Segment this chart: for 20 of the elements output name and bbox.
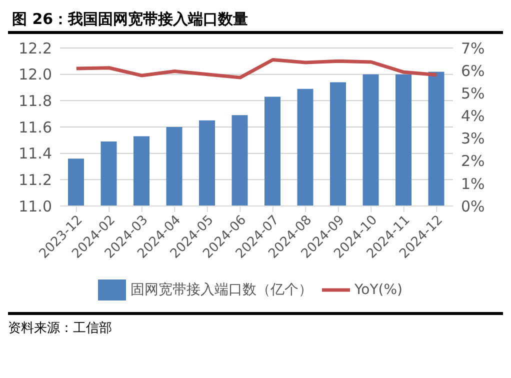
legend-label: YoY(%)	[354, 282, 403, 298]
text: 资料来源：工信部	[8, 320, 113, 337]
y-tick-label: 11.0	[18, 197, 52, 216]
y-tick-label: 12.2	[18, 39, 52, 58]
chart-title: 图 26：我国固网宽带接入端口数量	[8, 8, 503, 34]
y2-tick-label: 2%	[461, 152, 485, 170]
y-tick-label: 11.2	[18, 170, 52, 189]
y2-tick-label: 4%	[461, 107, 485, 126]
y-tick-label: 11.6	[18, 118, 52, 136]
legend-label: 固网宽带接入端口数（亿个）	[130, 282, 312, 298]
y2-tick-label: 7%	[461, 39, 485, 58]
y2-tick-label: 0%	[461, 197, 485, 216]
y-tick-label: 12.0	[18, 66, 52, 84]
y-tick-label: 11.8	[18, 92, 52, 110]
y2-tick-label: 1%	[461, 174, 485, 193]
y2-tick-label: 5%	[461, 84, 485, 102]
y2-tick-label: 6%	[461, 62, 485, 80]
line-series	[74, 58, 438, 80]
y-tick-label: 11.4	[18, 144, 52, 163]
y2-tick-label: 3%	[461, 130, 485, 148]
